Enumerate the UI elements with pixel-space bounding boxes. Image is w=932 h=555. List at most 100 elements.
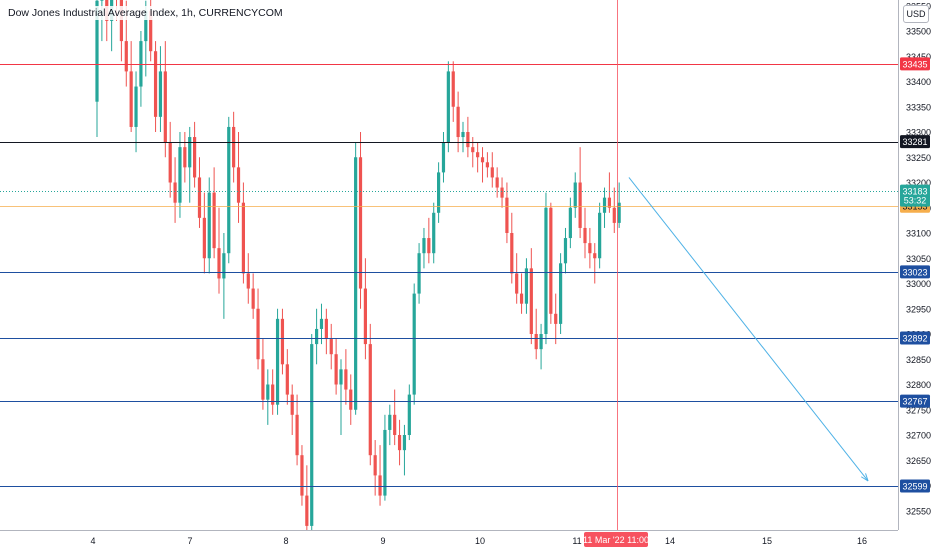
chart-title: Dow Jones Industrial Average Index, 1h, … (6, 6, 285, 20)
candle (519, 273, 524, 314)
candle (358, 132, 363, 309)
candle (534, 308, 538, 360)
candle (217, 207, 221, 294)
price-tag-32892-text: 32892 (902, 334, 927, 344)
price-tick-label: 33000 (906, 279, 931, 289)
candle-body (607, 197, 611, 208)
candle-body (407, 394, 411, 435)
candle (432, 202, 436, 264)
price-tag-33281-text: 33281 (902, 137, 927, 147)
currency-selector[interactable]: USD (903, 5, 929, 23)
candle-body (612, 207, 616, 223)
current-price-countdown: 53:32 (904, 196, 927, 206)
candle-body (236, 167, 241, 203)
candle (593, 243, 597, 284)
time-tick-label: 9 (380, 536, 385, 546)
candle (153, 41, 158, 132)
candle-body (173, 182, 177, 203)
candle (354, 142, 358, 415)
candle-body (602, 197, 607, 213)
candle-body (432, 212, 436, 254)
candle-body (495, 177, 499, 188)
candle (397, 419, 402, 466)
candle-body (593, 253, 597, 259)
candle-body (417, 253, 421, 294)
candle (515, 253, 519, 304)
candle-body (300, 455, 304, 496)
candle (480, 147, 485, 183)
candle-body (383, 429, 387, 496)
candle-body (280, 318, 285, 365)
candle-body (559, 263, 563, 324)
candle-body (485, 162, 489, 168)
candle (427, 217, 431, 264)
candle (300, 445, 304, 506)
candle (202, 192, 206, 274)
candle (339, 359, 343, 435)
candle (158, 46, 163, 132)
price-tag-32892: 32892 (900, 331, 930, 345)
candle-body (397, 435, 402, 451)
candle (412, 283, 416, 405)
time-tick-label: 11 (572, 536, 581, 546)
candle-body (95, 0, 99, 102)
candle (529, 248, 533, 345)
candle (393, 389, 397, 446)
candle-body (368, 344, 372, 456)
candle-body (339, 369, 343, 385)
time-tick-label: 15 (762, 536, 772, 546)
price-tag-33281: 33281 (900, 135, 930, 149)
candle-body (178, 147, 182, 203)
time-highlight-bg (584, 532, 648, 547)
candle-body (334, 354, 338, 385)
price-tag-33435-text: 33435 (902, 59, 927, 69)
candle (505, 182, 509, 244)
trend-arrow-head (865, 473, 869, 482)
candle (607, 172, 611, 213)
candle (129, 41, 133, 132)
price-tag-32767-text: 32767 (902, 397, 927, 407)
candle-body (100, 0, 104, 1)
candle (476, 142, 480, 173)
candle-body (222, 253, 226, 279)
candle-body (193, 137, 197, 178)
candle (554, 293, 558, 345)
price-tick-label: 32850 (906, 355, 931, 365)
current-price-value: 33183 (902, 187, 927, 197)
candle (183, 132, 187, 183)
candle (612, 187, 616, 233)
candle-body (588, 243, 592, 254)
candle-body (349, 389, 353, 410)
candle-body (188, 137, 192, 168)
candle-body (168, 142, 172, 183)
price-tag-33023-bg (900, 265, 930, 279)
candle (168, 121, 172, 198)
time-tick-label: 16 (857, 536, 867, 546)
time-tick-label: 7 (187, 536, 192, 546)
candle (193, 121, 197, 188)
candle (446, 61, 450, 153)
candle (334, 339, 338, 395)
candle (256, 288, 260, 370)
candle (441, 132, 446, 183)
candle (563, 227, 568, 274)
current-price-tag-bg (900, 184, 930, 207)
candle-body (144, 10, 148, 42)
time-tick-label: 14 (665, 536, 675, 546)
candle (417, 243, 421, 304)
candle-body (573, 182, 577, 208)
candle (178, 132, 182, 218)
candle-body (515, 273, 519, 294)
candle-body (388, 414, 392, 430)
candle (163, 41, 167, 158)
candle-body (441, 142, 446, 173)
candle-body (490, 167, 494, 178)
trend-arrow-head (860, 476, 869, 482)
candle-body (524, 268, 529, 304)
candle-body (500, 187, 504, 198)
candle (490, 152, 494, 188)
candle (598, 202, 602, 269)
